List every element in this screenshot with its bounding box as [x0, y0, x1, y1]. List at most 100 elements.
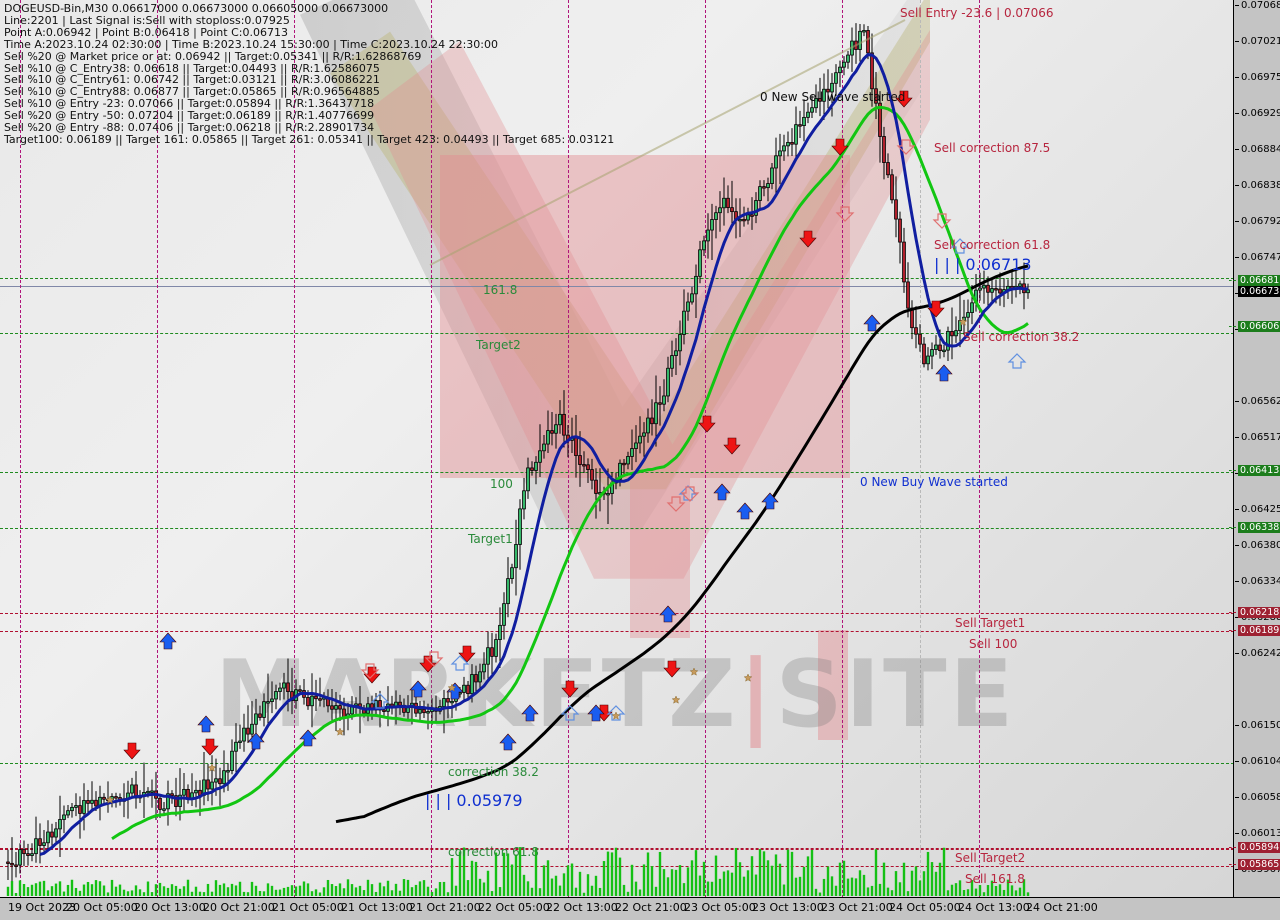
ma-mid-line: [111, 105, 1029, 840]
time-tick-label: 23 Oct 05:00: [684, 901, 756, 914]
signal-arrows: [105, 90, 1027, 804]
candles-and-indicators: [6, 19, 1030, 896]
buy-arrow-icon: [197, 715, 215, 733]
price-tick-label: 0.06562: [1241, 396, 1280, 407]
price-tick-label: 0.06884: [1241, 144, 1280, 155]
price-tick-label: 0.06150: [1241, 720, 1280, 731]
price-tick: 0.06884: [1234, 144, 1280, 156]
buy-arrow-icon: [499, 733, 517, 751]
price-tag-red: 0.06189: [1238, 625, 1280, 636]
volume-histogram: [6, 847, 1030, 896]
time-tick-label: 21 Oct 05:00: [272, 901, 344, 914]
price-tag-connector: [1229, 470, 1236, 471]
price-tick: 0.06380: [1234, 540, 1280, 552]
price-tag-connector: [1229, 612, 1236, 613]
price-tick: 0.06013: [1234, 828, 1280, 840]
price-tag-connector: [1229, 864, 1236, 865]
time-tick-label: 21 Oct 21:00: [409, 901, 481, 914]
price-tick: 0.06792: [1234, 216, 1280, 228]
time-tick-label: 23 Oct 13:00: [752, 901, 824, 914]
time-tick-label: 21 Oct 13:00: [341, 901, 413, 914]
price-axis[interactable]: 0.07068 0.07021 0.06975 0.06929 0.06884 0.068…: [1229, 0, 1280, 898]
price-tick-label: 0.06792: [1241, 216, 1280, 227]
wave-star-icon: [447, 683, 457, 692]
price-tick: 0.06334: [1234, 576, 1280, 588]
price-tag-connector: [1229, 630, 1236, 631]
price-tick-label: 0.06013: [1241, 828, 1280, 839]
buy-arrow-icon: [521, 704, 539, 722]
price-tick-label: 0.06380: [1241, 540, 1280, 551]
buy-signal-outline-icon: [560, 705, 580, 721]
wave-star-icon: [611, 711, 621, 720]
time-axis[interactable]: 19 Oct 2023 20 Oct 05:00 20 Oct 13:00 20 Oc…: [0, 897, 1280, 920]
time-tick-label: 24 Oct 05:00: [889, 901, 961, 914]
price-tick: 0.06517: [1234, 432, 1280, 444]
wave-star-icon: [207, 763, 217, 772]
buy-arrow-icon: [713, 483, 731, 501]
time-tick-label: 22 Oct 13:00: [546, 901, 618, 914]
time-tick-label: 23 Oct 21:00: [821, 901, 893, 914]
price-tick: 0.06150: [1234, 720, 1280, 732]
price-tag-black: 0.06673: [1238, 286, 1280, 297]
ma-slow-line: [335, 264, 1029, 824]
price-tick-label: 0.06747: [1241, 252, 1280, 263]
sell-signal-outline-icon: [424, 651, 444, 667]
buy-arrow-icon: [299, 729, 317, 747]
price-plot-area[interactable]: MARKETZ|SITE Sell Entry -23.6 | 0.07066 0…: [0, 0, 1234, 898]
sell-signal-outline-icon: [360, 663, 380, 679]
sell-arrow-icon: [419, 655, 437, 673]
wave-star-icon: [743, 673, 753, 682]
wave-star-icon: [105, 795, 115, 804]
price-tick: 0.06562: [1234, 396, 1280, 408]
time-tick-label: 20 Oct 21:00: [203, 901, 275, 914]
price-tick: 0.06104: [1234, 756, 1280, 768]
buy-signal-outline-icon: [370, 693, 390, 709]
price-tick: 0.06975: [1234, 72, 1280, 84]
buy-signal-outline-icon: [450, 655, 470, 671]
price-tag-red: 0.06218: [1238, 607, 1280, 618]
price-tag-green: 0.06606: [1238, 321, 1280, 332]
price-tick-label: 0.07021: [1241, 36, 1280, 47]
price-tick: 0.06929: [1234, 108, 1280, 120]
price-tick-label: 0.06058: [1241, 792, 1280, 803]
sell-signal-outline-icon: [666, 496, 686, 512]
sell-arrow-icon: [927, 300, 945, 318]
price-tick: 0.06838: [1234, 180, 1280, 192]
sell-arrow-icon: [831, 138, 849, 156]
price-tick-label: 0.06104: [1241, 756, 1280, 767]
buy-arrow-icon: [935, 364, 953, 382]
time-tick-label: 24 Oct 21:00: [1026, 901, 1098, 914]
sell-signal-outline-icon: [896, 139, 916, 155]
sell-arrow-icon: [363, 666, 381, 684]
buy-signal-outline-icon: [950, 238, 970, 254]
price-tag-connector: [1229, 527, 1236, 528]
sell-signal-outline-icon: [932, 213, 952, 229]
price-tick: 0.06747: [1234, 252, 1280, 264]
buy-signal-outline-icon: [1007, 353, 1027, 369]
buy-signal-outline-icon: [606, 705, 626, 721]
sell-arrow-icon: [698, 415, 716, 433]
sell-arrow-icon: [123, 742, 141, 760]
candlestick-series: [6, 23, 1030, 886]
price-tick-label: 0.06838: [1241, 180, 1280, 191]
price-tick-label: 0.06425: [1241, 504, 1280, 515]
sell-arrow-icon: [895, 90, 913, 108]
buy-arrow-icon: [761, 492, 779, 510]
buy-arrow-icon: [159, 632, 177, 650]
price-tick: 0.06058: [1234, 792, 1280, 804]
wave-star-icon: [671, 695, 681, 704]
sell-arrow-icon: [561, 680, 579, 698]
price-tick-label: 0.06517: [1241, 432, 1280, 443]
sell-signal-outline-icon: [835, 206, 855, 222]
sell-arrow-icon: [201, 738, 219, 756]
price-tag-connector: [1229, 847, 1236, 848]
price-tick: 0.06425: [1234, 504, 1280, 516]
sell-arrow-icon: [723, 437, 741, 455]
sell-arrow-icon: [799, 230, 817, 248]
buy-arrow-icon: [446, 682, 464, 700]
price-tick-label: 0.07068: [1241, 0, 1280, 11]
sell-arrow-icon: [663, 660, 681, 678]
time-tick-label: 20 Oct 13:00: [134, 901, 206, 914]
sell-signal-outline-icon: [680, 486, 700, 502]
price-tag-connector: [1229, 280, 1236, 281]
